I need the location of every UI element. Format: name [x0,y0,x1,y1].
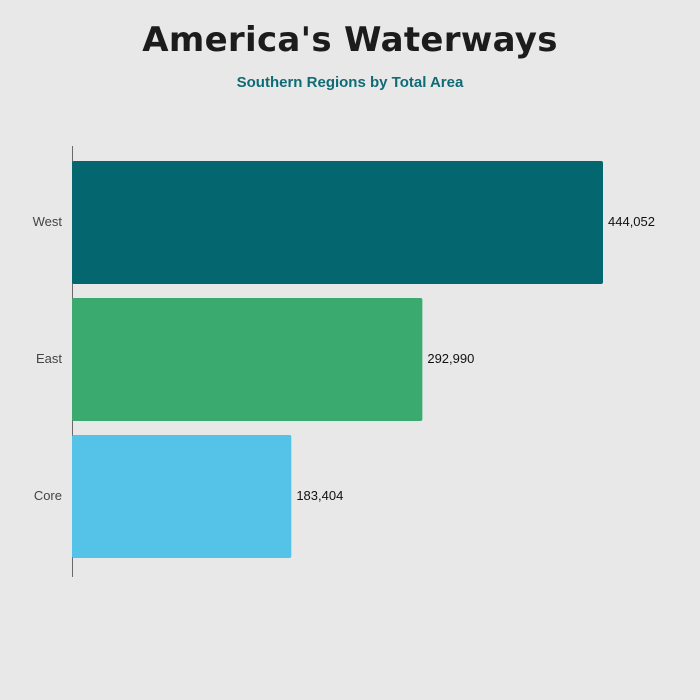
bar-core [72,435,292,558]
bar-east [72,298,423,421]
value-labels-group: 444,052 292,990 183,404 [296,214,655,503]
category-labels-group: West East Core [33,214,63,503]
category-label-west: West [33,214,63,229]
chart-title: America's Waterways [142,20,558,60]
category-label-east: East [36,351,62,366]
bar-west [72,161,603,284]
bars-group [72,161,603,558]
value-label-east: 292,990 [427,351,474,366]
value-label-west: 444,052 [608,214,655,229]
chart-subtitle: Southern Regions by Total Area [236,74,464,91]
value-label-core: 183,404 [296,488,343,503]
category-label-core: Core [34,488,62,503]
